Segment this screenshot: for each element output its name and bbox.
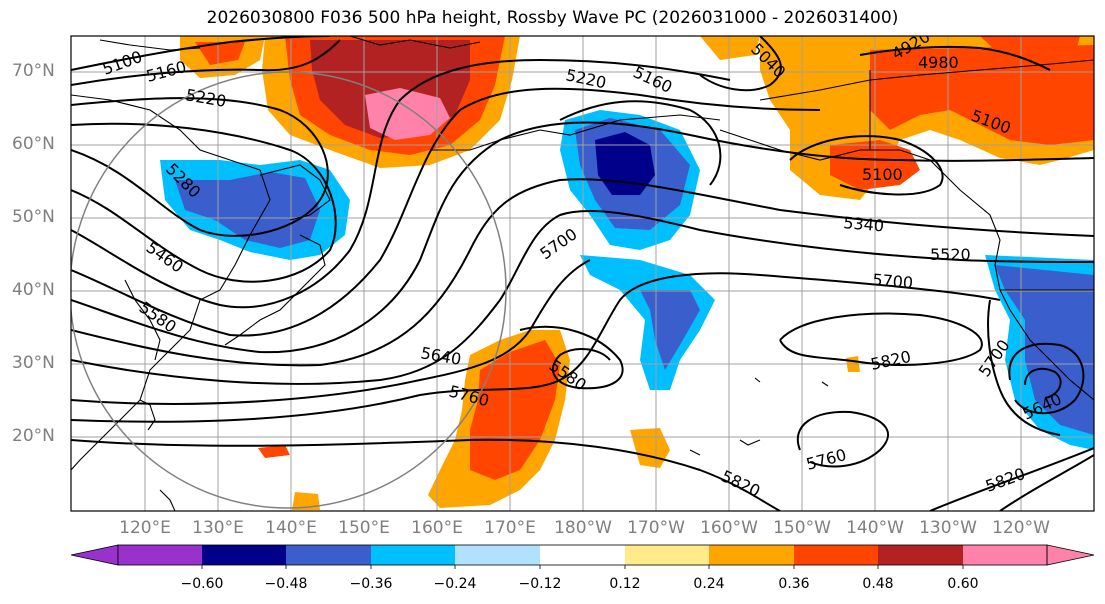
contour-label: 5220 [184, 85, 227, 111]
contour-label: 5700 [872, 270, 914, 292]
lat-label-70n: 70°N [12, 61, 55, 81]
contour-label: 4980 [918, 53, 959, 72]
lon-label: 160°E [411, 518, 463, 538]
contour-label: 5100 [862, 165, 903, 184]
colorbar-tick-label: 0.60 [947, 576, 979, 592]
lon-label: 180°W [554, 518, 612, 538]
colorbar-tick-label: −0.60 [180, 576, 224, 592]
lon-label: 170°W [627, 518, 685, 538]
lon-label: 130°W [919, 518, 977, 538]
colorbar-extend-left [70, 544, 119, 566]
map-frame [70, 35, 1095, 512]
map-area: 5100 5160 5220 5280 5460 5580 5640 5760 … [71, 36, 1094, 511]
reference-circle [71, 71, 507, 509]
colorbar-tick-label: 0.36 [778, 576, 810, 592]
lon-label: 130°E [192, 518, 244, 538]
colorbar-tick-label: 0.12 [609, 576, 641, 592]
colorbar-tick-label: −0.24 [433, 576, 477, 592]
lat-label-60n: 60°N [12, 134, 55, 154]
lon-label: 120°E [119, 518, 171, 538]
colorbar-tick-label: −0.12 [518, 576, 562, 592]
anomaly-shading [160, 36, 1094, 510]
contour-label: 5760 [804, 445, 848, 474]
colorbar [70, 544, 1095, 569]
colorbar-tick-label: 0.24 [693, 576, 725, 592]
lon-label: 160°W [700, 518, 758, 538]
lon-label: 140°E [265, 518, 317, 538]
lat-label-40n: 40°N [12, 280, 55, 300]
colorbar-tick-label: −0.48 [264, 576, 308, 592]
contour-label: 5520 [930, 245, 971, 264]
lat-label-30n: 30°N [12, 353, 55, 373]
contour-label: 5460 [143, 238, 187, 277]
contour-label: 5160 [144, 57, 188, 86]
contour-label: 5340 [843, 213, 885, 235]
height-contours [71, 36, 1094, 511]
lon-label: 170°E [484, 518, 536, 538]
colorbar-extend-right [1046, 544, 1095, 566]
lon-label: 120°W [992, 518, 1050, 538]
lon-label: 150°W [773, 518, 831, 538]
colorbar-tick-label: −0.36 [349, 576, 393, 592]
contour-label: 5700 [536, 224, 580, 263]
lon-label: 140°W [846, 518, 904, 538]
colorbar-tick-label: 0.48 [862, 576, 894, 592]
map-title: 2026030800 F036 500 hPa height, Rossby W… [206, 8, 899, 28]
lat-label-50n: 50°N [12, 207, 55, 227]
lat-label-20n: 20°N [12, 426, 55, 446]
contour-label: 5580 [136, 298, 180, 337]
lon-label: 150°E [338, 518, 390, 538]
contour-label: 5820 [718, 466, 763, 500]
